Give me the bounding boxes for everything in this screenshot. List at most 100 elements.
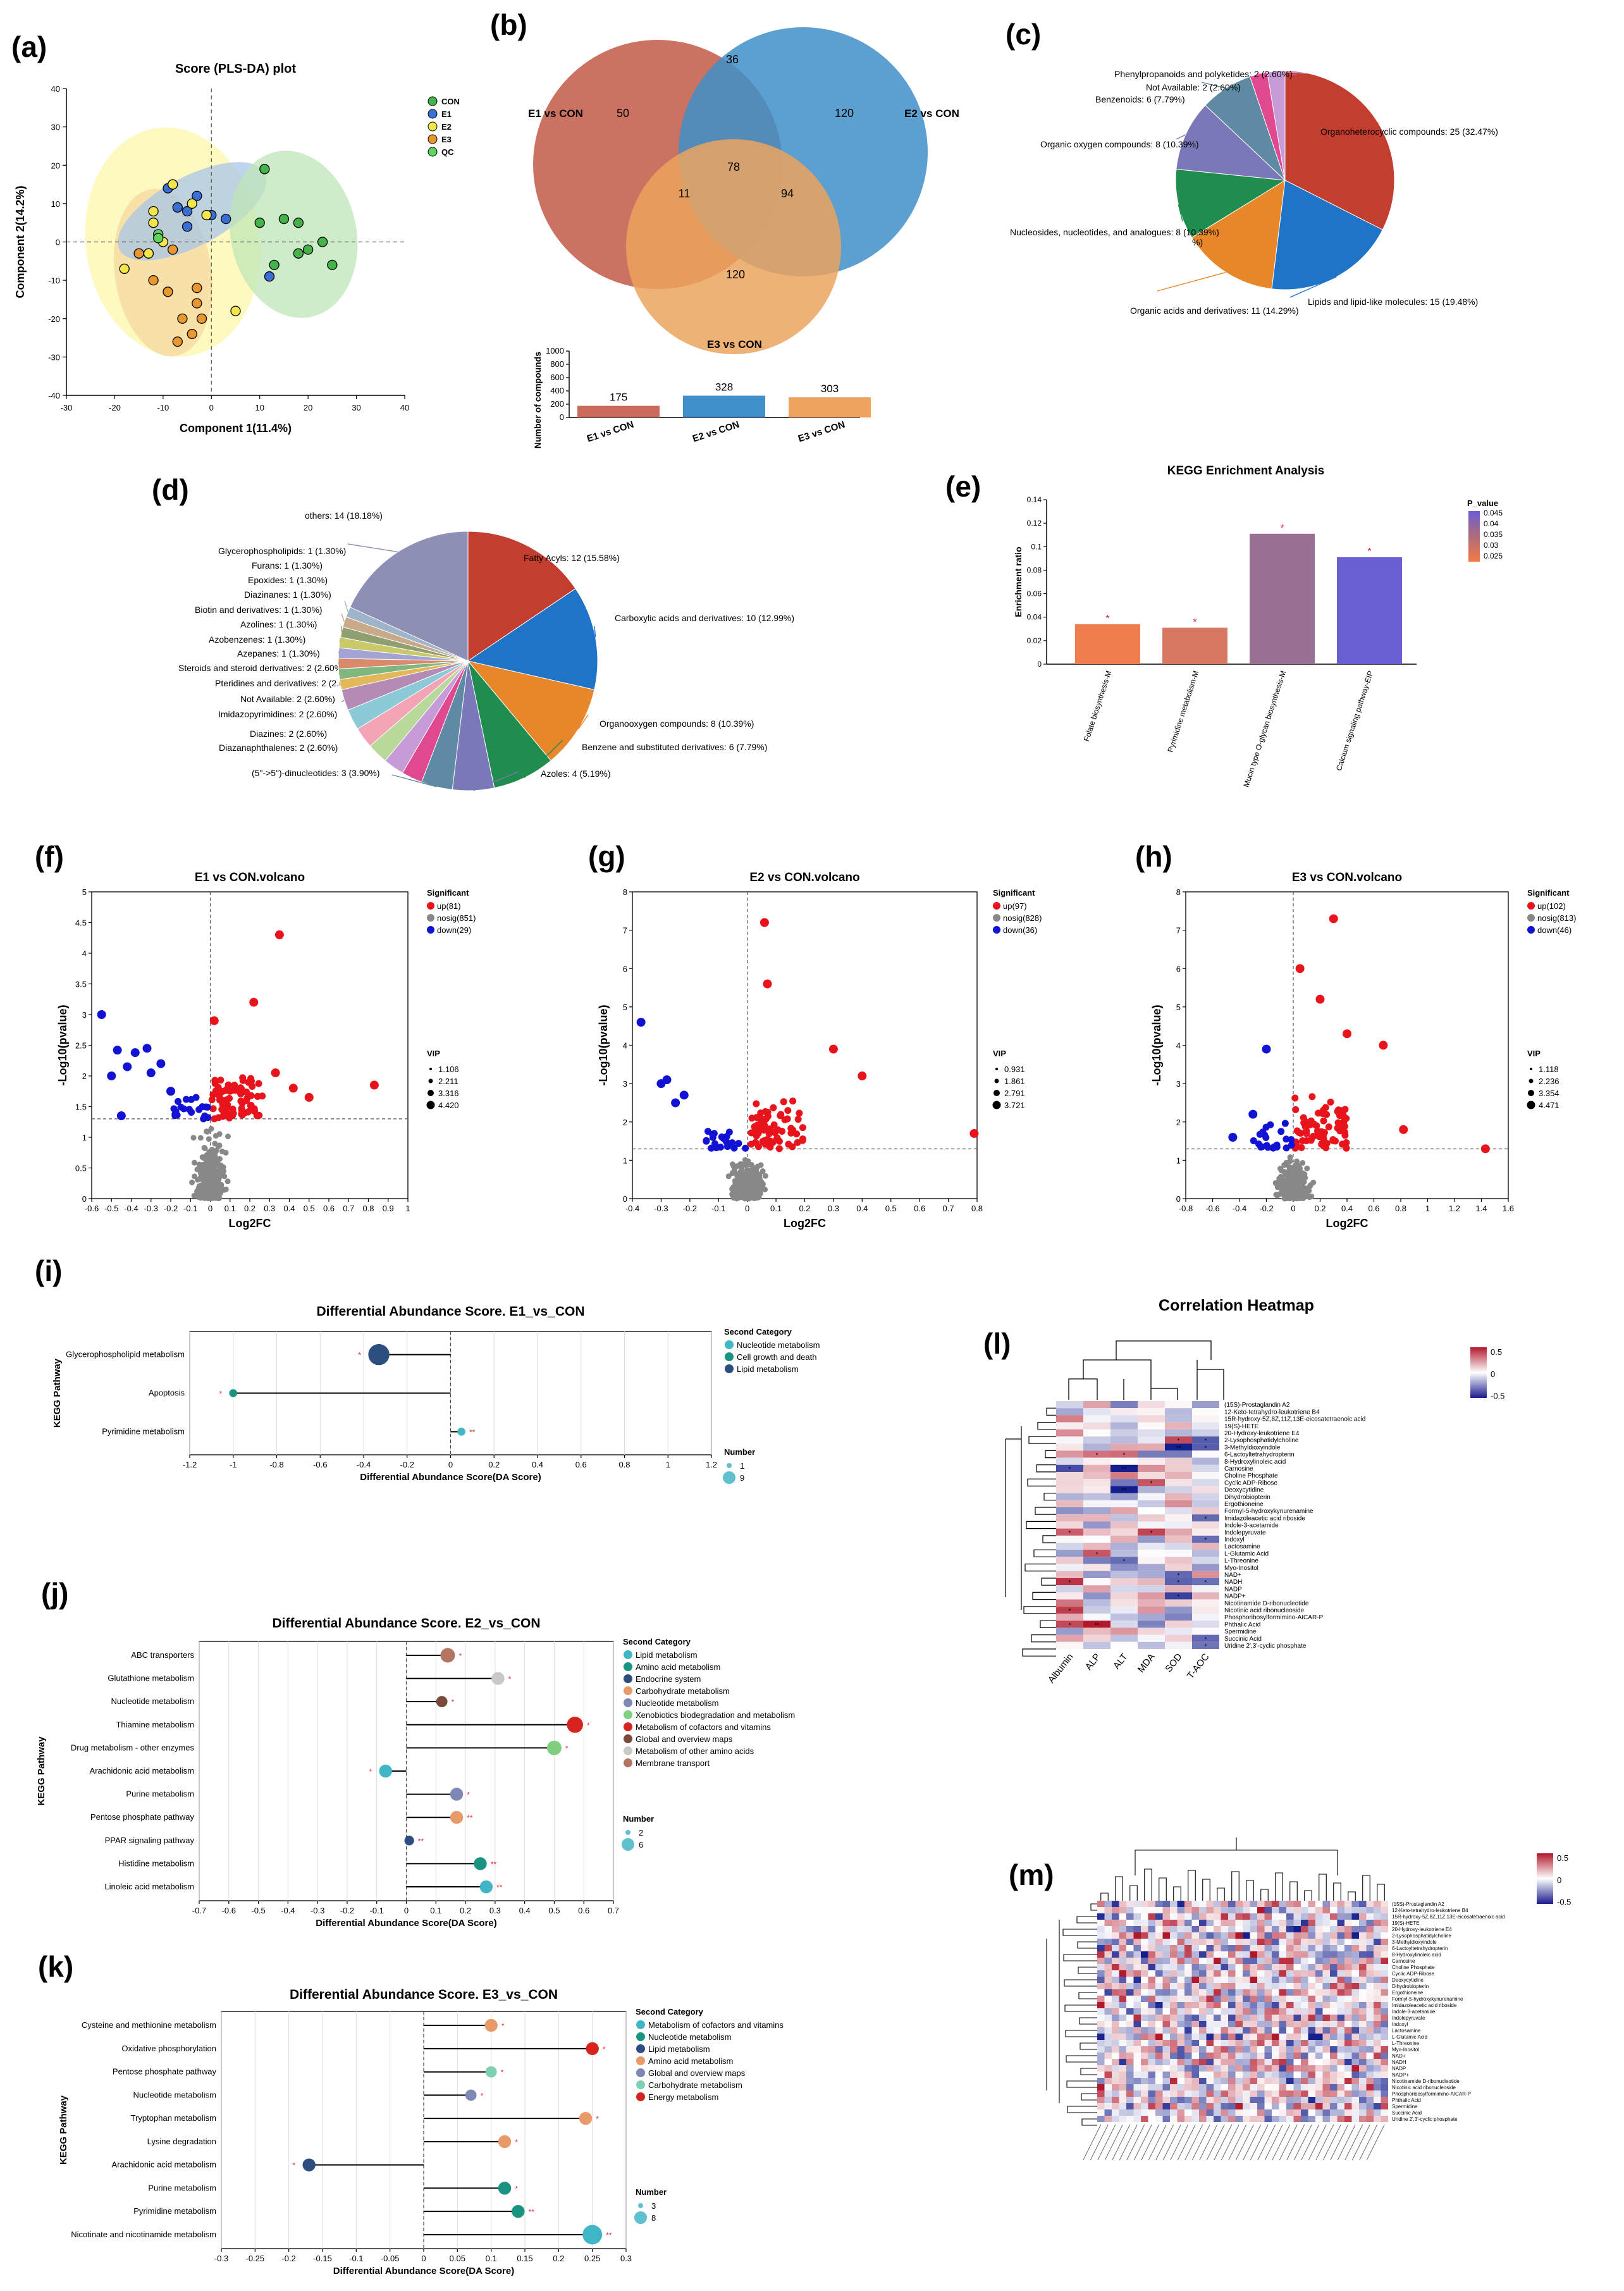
heatmap-cell	[1315, 2040, 1323, 2046]
heatmap-cell	[1337, 2046, 1344, 2053]
x-tick-label: -0.3	[311, 1906, 324, 1915]
heatmap-cell	[1250, 2059, 1257, 2065]
heatmap-cell	[1148, 2034, 1155, 2040]
heatmap-cell	[1184, 1977, 1192, 1983]
data-point-down	[1262, 1123, 1270, 1131]
heatmap-cell	[1286, 2090, 1294, 2097]
heatmap-cell	[1250, 1913, 1257, 1920]
heatmap-cell	[1206, 2040, 1214, 2046]
heatmap-cell	[1366, 2008, 1374, 2015]
heatmap-cell	[1337, 1996, 1344, 2002]
vip-legend-marker	[429, 1068, 432, 1070]
heatmap-cell	[1184, 2046, 1192, 2053]
heatmap-cell	[1155, 2116, 1163, 2122]
heatmap-cell	[1293, 1958, 1301, 1964]
heatmap-cell	[1221, 2034, 1228, 2040]
heatmap-cell	[1301, 2090, 1308, 2097]
heatmap-cell	[1322, 2008, 1330, 2015]
heatmap-cell	[1301, 2015, 1308, 2021]
heatmap-cell	[1330, 2040, 1338, 2046]
heatmap-cell	[1083, 1443, 1110, 1451]
heatmap-cell	[1083, 1493, 1110, 1500]
pie-leader-line	[578, 714, 589, 729]
heatmap-cell	[1119, 2021, 1126, 2027]
heatmap-cell	[1112, 1958, 1119, 1964]
heatmap-cell	[1264, 1964, 1272, 1970]
data-point-up	[218, 1106, 226, 1113]
heatmap-cell	[1206, 2103, 1214, 2109]
data-point-up	[752, 1139, 760, 1147]
data-point-nosig	[737, 1178, 744, 1185]
heatmap-cell	[1264, 2034, 1272, 2040]
heatmap-cell	[1110, 1479, 1138, 1486]
heatmap-cell	[1351, 1913, 1359, 1920]
heatmap-cell	[1155, 2072, 1163, 2078]
data-point-nosig	[212, 1133, 219, 1139]
heatmap-cell	[1133, 2116, 1141, 2122]
x-axis-label: Log2FC	[784, 1217, 826, 1230]
heatmap-cell	[1184, 1958, 1192, 1964]
x-tick-label: -0.6	[313, 1460, 327, 1469]
heatmap-cell	[1243, 2072, 1250, 2078]
heatmap-cell	[1257, 1951, 1265, 1958]
heatmap-cell	[1177, 1958, 1184, 1964]
data-point-E1	[264, 271, 275, 282]
data-point-down	[718, 1133, 725, 1141]
heatmap-cell	[1264, 1907, 1272, 1913]
bar-value-label: 175	[610, 392, 627, 404]
heatmap-row-label: Succinic Acid	[1224, 1636, 1262, 1643]
pie-slice-label: Fatty Acyls: 12 (15.58%)	[524, 553, 620, 563]
vip-legend-marker	[428, 1078, 433, 1084]
heatmap-cell	[1155, 2090, 1163, 2097]
significance-star: *	[565, 1744, 569, 1753]
heatmap-cell	[1344, 2053, 1352, 2059]
heatmap-cell	[1279, 2116, 1286, 2122]
heatmap-cell	[1221, 1983, 1228, 1989]
x-tick-label: 0.7	[943, 1204, 954, 1213]
venn-region-count: 120	[726, 268, 745, 281]
heatmap-cell	[1250, 1958, 1257, 1964]
heatmap-cell	[1344, 1945, 1352, 1951]
heatmap-cell	[1138, 1599, 1165, 1607]
heatmap-cell	[1214, 1926, 1221, 1932]
x-tick-label: -0.3	[654, 1204, 668, 1213]
heatmap-cell	[1184, 1939, 1192, 1945]
vip-legend-label: 3.721	[1004, 1101, 1025, 1110]
heatmap-cell	[1206, 1977, 1214, 1983]
heatmap-cell	[1112, 2090, 1119, 2097]
heatmap-cell	[1056, 1564, 1083, 1571]
heatmap-cell	[1374, 2078, 1381, 2084]
data-point-up	[209, 1091, 217, 1099]
vip-legend-label: 2.236	[1539, 1077, 1559, 1086]
heatmap-cell	[1359, 1989, 1367, 1996]
x-tick-label: -0.2	[683, 1204, 697, 1213]
heatmap-cell	[1235, 1907, 1243, 1913]
data-point-down	[1248, 1109, 1258, 1119]
heatmap-col-label-stub	[1177, 2124, 1196, 2161]
heatmap-cell	[1366, 1964, 1374, 1970]
heatmap-cell	[1315, 2046, 1323, 2053]
heatmap-cell	[1097, 2072, 1105, 2078]
data-point-nosig	[191, 1159, 197, 1166]
heatmap-cell	[1235, 2053, 1243, 2059]
heatmap-cell	[1214, 2015, 1221, 2021]
y-tick-label: 5	[623, 1003, 627, 1012]
heatmap-col-label-stub	[1206, 2124, 1225, 2161]
data-point-up	[789, 1143, 796, 1151]
heatmap-row-label: Cyclic ADP-Ribose	[1224, 1479, 1277, 1486]
heatmap-cell	[1133, 1939, 1141, 1945]
heatmap-cell	[1351, 1989, 1359, 1996]
significance-star: *	[1150, 1530, 1153, 1537]
lollipop-head	[440, 1648, 455, 1663]
heatmap-cell	[1126, 2046, 1134, 2053]
x-tick-label: 0.2	[799, 1204, 810, 1213]
heatmap-cell	[1199, 1939, 1207, 1945]
heatmap-cell	[1112, 2008, 1119, 2015]
heatmap-cell	[1221, 2097, 1228, 2103]
heatmap-cell	[1264, 1913, 1272, 1920]
heatmap-cell	[1141, 1977, 1148, 1983]
y-tick-label: 1	[82, 1133, 87, 1142]
vip-legend-label: 3.316	[438, 1089, 459, 1098]
heatmap-col-label: SOD	[1163, 1652, 1184, 1674]
y-tick-label: 400	[550, 386, 564, 395]
